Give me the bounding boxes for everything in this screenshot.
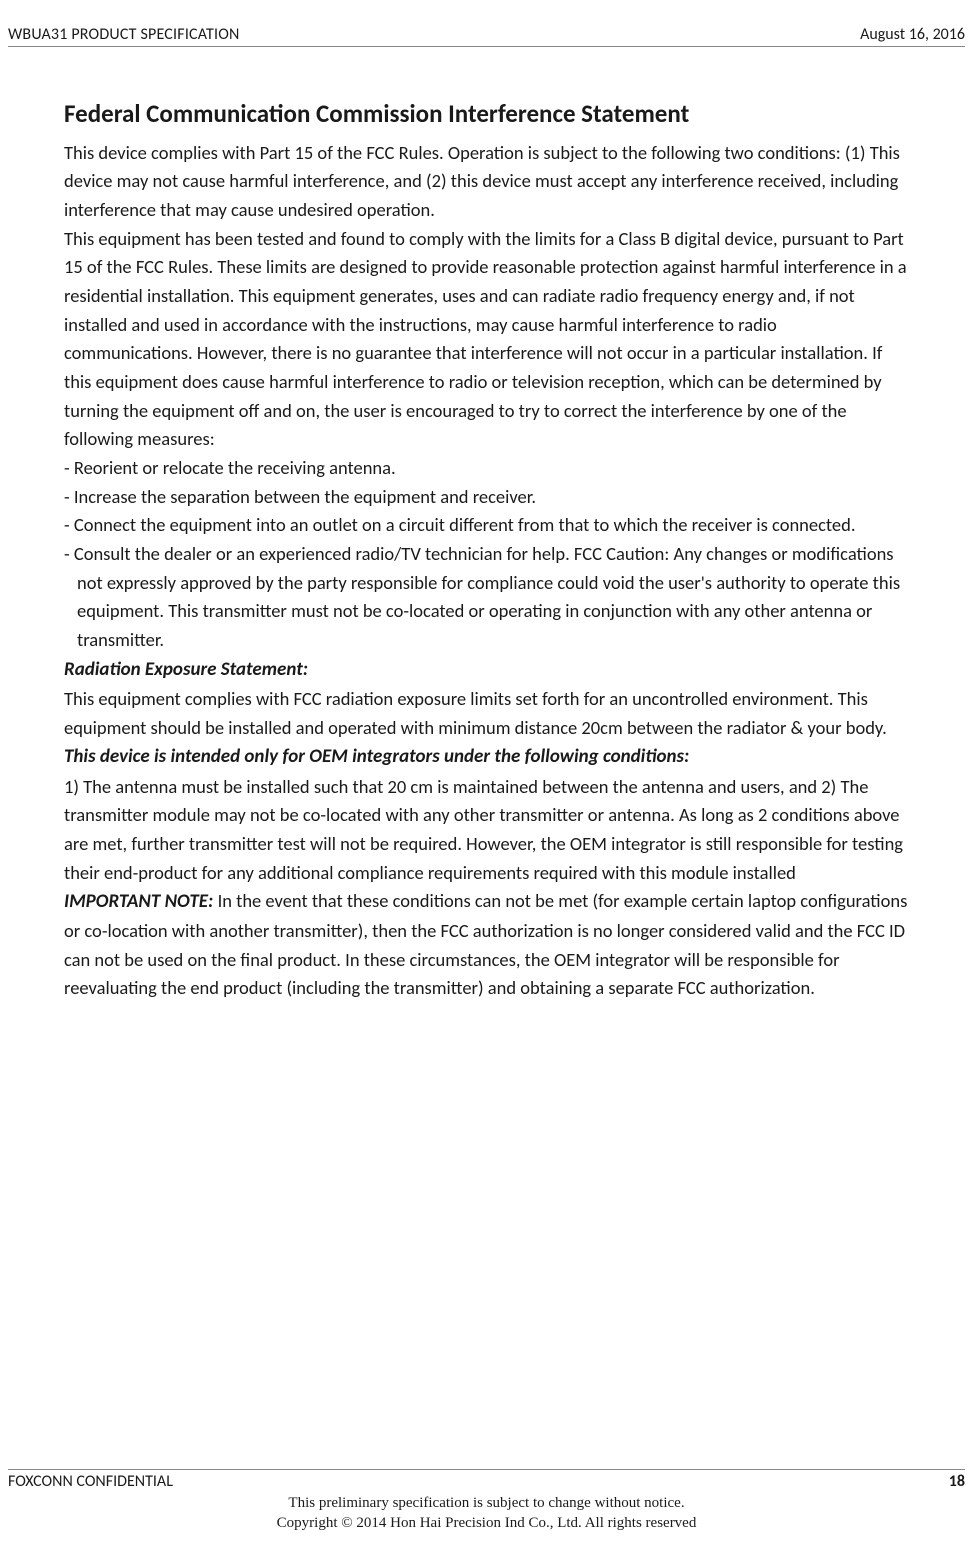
section-title: Federal Communication Commission Interfe… bbox=[64, 95, 909, 133]
page-header: WBUA31 PRODUCT SPECIFICATION August 16, … bbox=[8, 25, 965, 47]
radiation-body: This equipment complies with FCC radiati… bbox=[64, 685, 909, 742]
oem-body: 1) The antenna must be installed such th… bbox=[64, 773, 909, 888]
measure-bullet-1: - Reorient or relocate the receiving ant… bbox=[64, 454, 909, 483]
radiation-heading: Radiation Exposure Statement: bbox=[64, 655, 909, 685]
important-note-paragraph: IMPORTANT NOTE: In the event that these … bbox=[64, 887, 909, 1002]
measure-bullet-4: - Consult the dealer or an experienced r… bbox=[64, 540, 909, 655]
intro-paragraph-2: This equipment has been tested and found… bbox=[64, 225, 909, 454]
oem-heading: This device is intended only for OEM int… bbox=[64, 742, 909, 772]
page-footer: FOXCONN CONFIDENTIAL 18 This preliminary… bbox=[8, 1469, 965, 1547]
footer-confidential: FOXCONN CONFIDENTIAL bbox=[8, 1472, 173, 1491]
header-product-spec: WBUA31 PRODUCT SPECIFICATION bbox=[8, 25, 240, 44]
important-note-label: IMPORTANT NOTE: bbox=[64, 890, 218, 913]
footer-page-number: 18 bbox=[949, 1472, 965, 1491]
footer-disclaimer-1: This preliminary specification is subjec… bbox=[8, 1493, 965, 1513]
document-body: Federal Communication Commission Interfe… bbox=[8, 95, 965, 1469]
header-date: August 16, 2016 bbox=[860, 25, 965, 44]
measure-bullet-3: - Connect the equipment into an outlet o… bbox=[64, 511, 909, 540]
footer-copyright: Copyright © 2014 Hon Hai Precision Ind C… bbox=[8, 1513, 965, 1533]
measure-bullet-2: - Increase the separation between the eq… bbox=[64, 483, 909, 512]
intro-paragraph-1: This device complies with Part 15 of the… bbox=[64, 139, 909, 225]
